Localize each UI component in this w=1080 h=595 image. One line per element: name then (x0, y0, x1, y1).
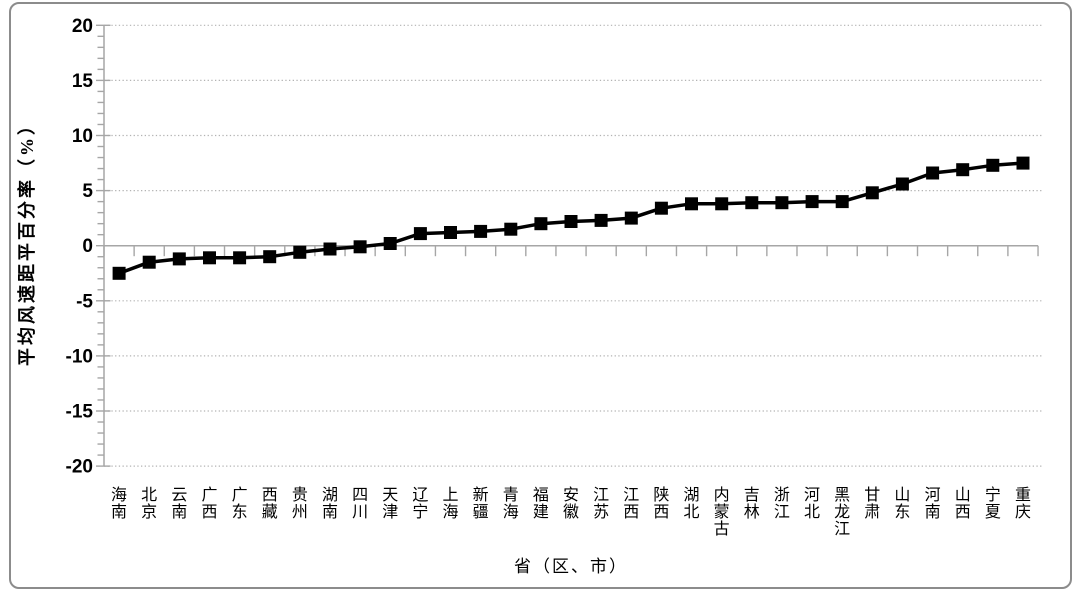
data-point-marker (353, 240, 367, 254)
x-category-label: 湖北 (684, 486, 700, 521)
x-category-label: 西藏 (262, 487, 278, 521)
x-category-label: 宁夏 (985, 486, 1001, 521)
data-point-marker (474, 224, 488, 238)
y-tick-label: 20 (72, 16, 93, 37)
x-category-label: 广西 (201, 486, 217, 521)
x-category-label: 云南 (171, 487, 187, 521)
data-point-marker (805, 195, 819, 209)
x-category-label: 江西 (623, 486, 639, 521)
y-tick-label: 10 (72, 126, 93, 147)
x-category-label: 天津 (382, 487, 398, 521)
x-category-label: 浙江 (774, 486, 790, 521)
axes-group (96, 24, 1039, 467)
x-category-label: 上海 (442, 486, 458, 521)
x-category-label: 贵州 (292, 486, 308, 521)
x-category-label: 湖南 (322, 486, 338, 521)
data-point-marker (444, 226, 457, 239)
y-tick-label: -20 (66, 457, 93, 478)
x-category-label: 江苏 (593, 486, 609, 521)
x-category-label: 北京 (141, 486, 157, 521)
data-point-marker (323, 242, 337, 256)
data-point-marker (654, 201, 668, 215)
x-category-label: 广东 (232, 486, 248, 521)
data-point-marker (233, 251, 247, 265)
y-tick-label: -10 (66, 346, 93, 367)
x-category-label: 甘肃 (864, 486, 880, 521)
data-point-marker (956, 163, 970, 177)
x-category-label: 青海 (503, 486, 519, 521)
x-category-label: 黑龙江 (834, 487, 850, 538)
data-point-marker (835, 195, 849, 209)
x-category-label: 海南 (111, 486, 127, 521)
data-point-marker (413, 227, 427, 241)
x-category-label: 四川 (352, 487, 368, 521)
y-tick-label: 5 (82, 181, 93, 202)
x-category-label: 山西 (955, 486, 971, 521)
data-point-marker (775, 196, 789, 210)
y-axis-title: 平均风速距平百分率（%） (16, 114, 37, 366)
data-point-marker (504, 222, 518, 236)
data-point-marker (1016, 156, 1030, 170)
data-point-marker (383, 237, 397, 250)
data-point-marker (534, 217, 548, 231)
data-point-marker (986, 158, 1000, 172)
x-category-label: 山东 (894, 486, 910, 521)
data-point-marker (203, 251, 216, 265)
data-series-group (112, 156, 1030, 280)
data-point-marker (624, 211, 638, 225)
data-point-marker (172, 252, 186, 266)
x-category-label: 河北 (804, 486, 820, 521)
x-category-label: 辽宁 (412, 486, 428, 521)
data-point-marker (564, 215, 578, 228)
data-point-marker (865, 186, 879, 200)
data-point-marker (895, 177, 909, 191)
x-category-label: 吉林 (744, 486, 760, 521)
y-tick-label: 15 (72, 71, 94, 92)
x-category-label: 陕西 (653, 486, 669, 521)
data-point-marker (112, 266, 126, 280)
x-category-label: 河南 (925, 486, 941, 521)
y-tick-label: -5 (76, 291, 93, 312)
data-point-marker (594, 213, 608, 227)
gridlines-group (104, 24, 1043, 467)
data-point-marker (263, 250, 277, 264)
data-point-marker (745, 196, 759, 210)
x-category-label: 福建 (533, 486, 549, 521)
x-category-label: 新疆 (473, 486, 489, 521)
y-tick-label: 0 (82, 236, 93, 257)
data-point-marker (926, 166, 940, 180)
data-point-marker (293, 245, 307, 259)
tick-labels-group: -20 -15 -10 -5 0 5 10 15 20 海南北京云南广西广东西藏贵州湖南四川天津辽… (66, 16, 1031, 538)
data-point-marker (685, 197, 698, 211)
x-category-label: 内蒙古 (714, 486, 730, 538)
x-axis-title: 省（区、市） (514, 557, 628, 576)
x-category-label: 重庆 (1015, 486, 1031, 521)
data-point-marker (142, 255, 156, 269)
y-tick-label: -15 (66, 402, 94, 423)
x-category-label: 安徽 (563, 486, 579, 521)
data-point-marker (715, 197, 729, 211)
